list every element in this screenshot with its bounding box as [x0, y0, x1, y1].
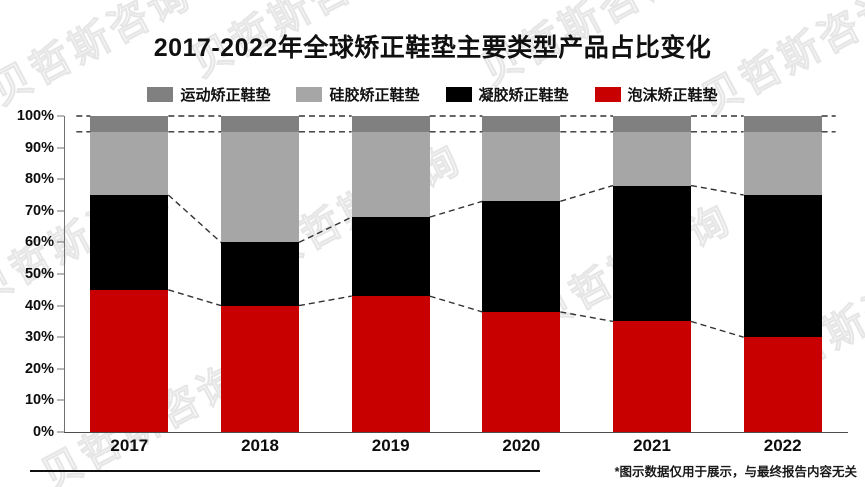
y-tick-mark: [57, 210, 64, 212]
y-axis-line: [64, 116, 65, 432]
bar-segment[interactable]: [90, 131, 169, 195]
stacked-bar[interactable]: [220, 116, 299, 432]
y-tick-label: 100%: [16, 108, 54, 124]
legend-swatch: [296, 87, 323, 102]
bar-segment[interactable]: [743, 337, 822, 432]
bar-slot: [64, 116, 195, 432]
y-tick-mark: [57, 273, 64, 275]
y-tick-mark: [57, 241, 64, 243]
chart-legend: 运动矫正鞋垫 硅胶矫正鞋垫 凝胶矫正鞋垫 泡沫矫正鞋垫: [0, 84, 865, 105]
x-tick-label: 2020: [502, 436, 541, 455]
stacked-bar[interactable]: [612, 116, 691, 432]
legend-item[interactable]: 运动矫正鞋垫: [147, 84, 270, 105]
bar-segment[interactable]: [220, 242, 299, 306]
y-tick-label: 70%: [24, 202, 54, 219]
legend-swatch: [147, 87, 174, 102]
bar-segment[interactable]: [220, 131, 299, 243]
bar-segment[interactable]: [612, 185, 691, 322]
y-tick-mark: [57, 115, 64, 117]
x-tick-label: 2022: [763, 436, 802, 455]
bar-segment[interactable]: [90, 289, 169, 432]
bar-segment[interactable]: [351, 131, 430, 218]
y-tick-mark: [57, 368, 64, 370]
stacked-bar[interactable]: [351, 116, 430, 432]
x-axis: 2017 2018 2019 2020 2021 2022: [64, 436, 848, 462]
y-tick-label: 60%: [24, 234, 54, 251]
legend-label: 运动矫正鞋垫: [180, 87, 271, 104]
stacked-bar[interactable]: [743, 116, 822, 432]
bar-segment[interactable]: [743, 195, 822, 338]
bars-area: [64, 116, 848, 432]
bar-slot: [195, 116, 326, 432]
bar-segment[interactable]: [482, 116, 561, 132]
footnote-text: *图示数据仅用于展示，与最终报告内容无关: [614, 465, 857, 479]
legend-swatch: [445, 87, 472, 102]
y-tick-label: 0%: [33, 424, 54, 440]
bar-segment[interactable]: [220, 305, 299, 432]
x-tick-label: 2018: [241, 436, 279, 455]
bar-segment[interactable]: [351, 296, 430, 432]
x-axis-line: [64, 432, 848, 433]
bar-segment[interactable]: [482, 201, 561, 312]
footnote-divider: [30, 470, 540, 472]
y-tick-label: 40%: [24, 297, 54, 314]
bar-segment[interactable]: [90, 195, 169, 290]
stacked-bar[interactable]: [90, 116, 169, 432]
y-tick-label: 10%: [24, 392, 54, 409]
bar-segment[interactable]: [743, 131, 822, 195]
bar-segment[interactable]: [90, 116, 169, 132]
legend-label: 泡沫矫正鞋垫: [627, 87, 718, 104]
y-axis: 0% 10% 20% 30% 40% 50% 60% 70% 80% 90% 100%: [0, 108, 64, 440]
bar-segment[interactable]: [612, 131, 691, 186]
legend-label: 凝胶矫正鞋垫: [478, 87, 569, 104]
y-tick-mark: [57, 336, 64, 338]
bar-segment[interactable]: [220, 116, 299, 132]
chart-title: 2017-2022年全球矫正鞋垫主要类型产品占比变化: [153, 34, 712, 62]
bar-segment[interactable]: [612, 321, 691, 432]
bar-segment[interactable]: [351, 217, 430, 297]
legend-item[interactable]: 泡沫矫正鞋垫: [594, 84, 718, 105]
bar-slot: [456, 116, 587, 432]
y-tick-label: 80%: [24, 171, 54, 188]
bar-segment[interactable]: [351, 116, 430, 132]
x-tick-label: 2021: [633, 436, 671, 455]
y-tick-label: 20%: [24, 360, 54, 377]
y-tick-mark: [57, 399, 64, 401]
bar-slot: [587, 116, 718, 432]
y-tick-mark: [57, 431, 64, 433]
bar-slot: [325, 116, 456, 432]
bar-segment[interactable]: [743, 116, 822, 132]
y-tick-mark: [57, 305, 64, 307]
legend-swatch: [594, 87, 621, 102]
legend-item[interactable]: 凝胶矫正鞋垫: [445, 84, 569, 105]
y-tick-label: 90%: [24, 139, 54, 156]
x-tick-label: 2017: [110, 436, 149, 455]
bar-slot: [717, 116, 848, 432]
legend-item[interactable]: 硅胶矫正鞋垫: [296, 84, 420, 105]
y-tick-mark: [57, 178, 64, 180]
plot-area: 0% 10% 20% 30% 40% 50% 60% 70% 80% 90% 100%: [0, 108, 865, 440]
stacked-bar[interactable]: [482, 116, 561, 432]
y-tick-mark: [57, 147, 64, 149]
y-tick-label: 30%: [24, 329, 54, 346]
bar-segment[interactable]: [482, 311, 561, 432]
bar-segment[interactable]: [612, 116, 691, 132]
bar-segment[interactable]: [482, 131, 561, 202]
legend-label: 硅胶矫正鞋垫: [329, 87, 420, 104]
y-tick-label: 50%: [24, 266, 54, 282]
x-tick-label: 2019: [371, 436, 410, 455]
